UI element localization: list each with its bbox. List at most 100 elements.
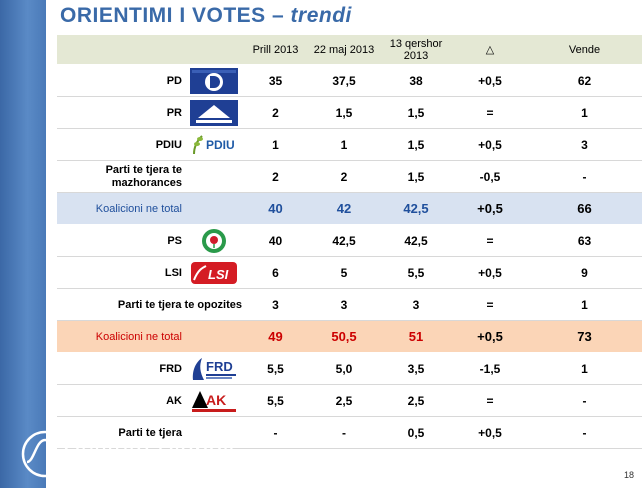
row-label: PR [57, 96, 190, 129]
left-decorative-band [0, 0, 46, 488]
cell-delta: +0,5 [453, 256, 527, 289]
ak-logo-icon: AK [192, 390, 236, 412]
table-row: LSI LSI 6 5 5,5 +0,5 9 [57, 256, 642, 289]
cell-delta: +0,5 [453, 192, 527, 225]
cell-qershor: 3 [379, 288, 453, 321]
row-label: LSI [57, 256, 190, 289]
cell-maj: - [309, 416, 379, 449]
cell-maj: 5 [309, 256, 379, 289]
cell-qershor: 2,5 [379, 384, 453, 417]
cell-seats: 62 [527, 64, 642, 97]
cell-seats: 66 [527, 192, 642, 225]
majority-total-row: Koalicioni ne total 40 42 42,5 +0,5 66 [57, 192, 642, 225]
table-row: Parti te tjera - - 0,5 +0,5 - [57, 416, 642, 449]
table-row: Parti te tjera te mazhorances 2 2 1,5 -0… [57, 160, 642, 193]
cell-delta: = [453, 288, 527, 321]
table-row: PD 35 37,5 38 +0,5 62 [57, 64, 642, 97]
row-label: Parti te tjera te mazhorances [57, 160, 190, 193]
cell-maj: 42,5 [309, 224, 379, 257]
svg-text:LSI: LSI [208, 267, 229, 282]
svg-text:AK: AK [206, 392, 226, 408]
cell-qershor: 5,5 [379, 256, 453, 289]
cell-seats: 1 [527, 352, 642, 385]
cell-qershor: 51 [379, 320, 453, 353]
cell-qershor: 1,5 [379, 96, 453, 129]
row-label: FRD [57, 352, 190, 385]
cell-qershor: 3,5 [379, 352, 453, 385]
cell-prill: 5,5 [242, 352, 309, 385]
cell-delta: = [453, 384, 527, 417]
header-seats: Vende [527, 35, 642, 65]
pd-logo-icon [190, 67, 238, 94]
cell-delta: +0,5 [453, 128, 527, 161]
cell-maj: 3 [309, 288, 379, 321]
cell-delta: +0,5 [453, 320, 527, 353]
cell-delta: = [453, 96, 527, 129]
slide-title: ORIENTIMI I VOTES – trendi [60, 4, 352, 27]
cell-seats: 3 [527, 128, 642, 161]
header-prill: Prill 2013 [242, 35, 309, 65]
cell-prill: 2 [242, 160, 309, 193]
cell-maj: 50,5 [309, 320, 379, 353]
row-label: PDIU [57, 128, 190, 161]
lsi-logo-icon: LSI [191, 261, 237, 284]
cell-seats: - [527, 384, 642, 417]
row-label: AK [57, 384, 190, 417]
cell-maj: 42 [309, 192, 379, 225]
cell-prill: 1 [242, 128, 309, 161]
row-label: PS [57, 224, 190, 257]
cell-qershor: 42,5 [379, 192, 453, 225]
cell-seats: - [527, 160, 642, 193]
cell-maj: 2,5 [309, 384, 379, 417]
cell-delta: +0,5 [453, 64, 527, 97]
brand-name: Istituto Piepoli [74, 437, 235, 465]
frd-logo-icon: FRD [192, 357, 236, 380]
table-row: AK AK 5,5 2,5 2,5 = - [57, 384, 642, 417]
cell-qershor: 38 [379, 64, 453, 97]
row-label: Koalicioni ne total [57, 192, 190, 225]
opposition-total-row: Koalicioni ne total 49 50,5 51 +0,5 73 [57, 320, 642, 353]
table-header-row: Prill 2013 22 maj 2013 13 qershor 2013 △… [57, 35, 642, 65]
cell-prill: 40 [242, 224, 309, 257]
pdiu-logo-icon: PDIU [193, 134, 236, 154]
table-row: PS 40 42,5 42,5 = 63 [57, 224, 642, 257]
cell-delta: -1,5 [453, 352, 527, 385]
piepoli-logo-icon [21, 430, 69, 478]
poll-table: Prill 2013 22 maj 2013 13 qershor 2013 △… [57, 35, 642, 449]
row-label: Koalicioni ne total [57, 320, 190, 353]
cell-prill: 49 [242, 320, 309, 353]
cell-prill: 3 [242, 288, 309, 321]
cell-qershor: 0,5 [379, 416, 453, 449]
svg-text:FRD: FRD [206, 359, 233, 374]
table-row: FRD FRD 5,5 5,0 3,5 -1,5 1 [57, 352, 642, 385]
cell-seats: 1 [527, 96, 642, 129]
row-label: PD [57, 64, 190, 97]
cell-seats: 1 [527, 288, 642, 321]
cell-qershor: 42,5 [379, 224, 453, 257]
cell-maj: 37,5 [309, 64, 379, 97]
table-row: PDIU PDIU 1 1 1,5 +0,5 3 [57, 128, 642, 161]
header-maj: 22 maj 2013 [309, 35, 379, 65]
cell-maj: 2 [309, 160, 379, 193]
cell-prill: - [242, 416, 309, 449]
cell-prill: 5,5 [242, 384, 309, 417]
cell-prill: 6 [242, 256, 309, 289]
row-label: Parti te tjera [57, 416, 190, 449]
table-row: Parti te tjera te opozites 3 3 3 = 1 [57, 288, 642, 321]
cell-prill: 2 [242, 96, 309, 129]
cell-qershor: 1,5 [379, 160, 453, 193]
cell-delta: = [453, 224, 527, 257]
table-row: PR 2 1,5 1,5 = 1 [57, 96, 642, 129]
cell-seats: 63 [527, 224, 642, 257]
header-qershor: 13 qershor 2013 [379, 35, 453, 65]
cell-seats: 9 [527, 256, 642, 289]
row-label: Parti te tjera te opozites [57, 288, 242, 321]
svg-text:PDIU: PDIU [206, 138, 235, 152]
cell-seats: 73 [527, 320, 642, 353]
cell-maj: 1 [309, 128, 379, 161]
header-delta: △ [453, 35, 527, 65]
ps-logo-icon [202, 228, 226, 253]
cell-maj: 1,5 [309, 96, 379, 129]
cell-maj: 5,0 [309, 352, 379, 385]
cell-delta: +0,5 [453, 416, 527, 449]
